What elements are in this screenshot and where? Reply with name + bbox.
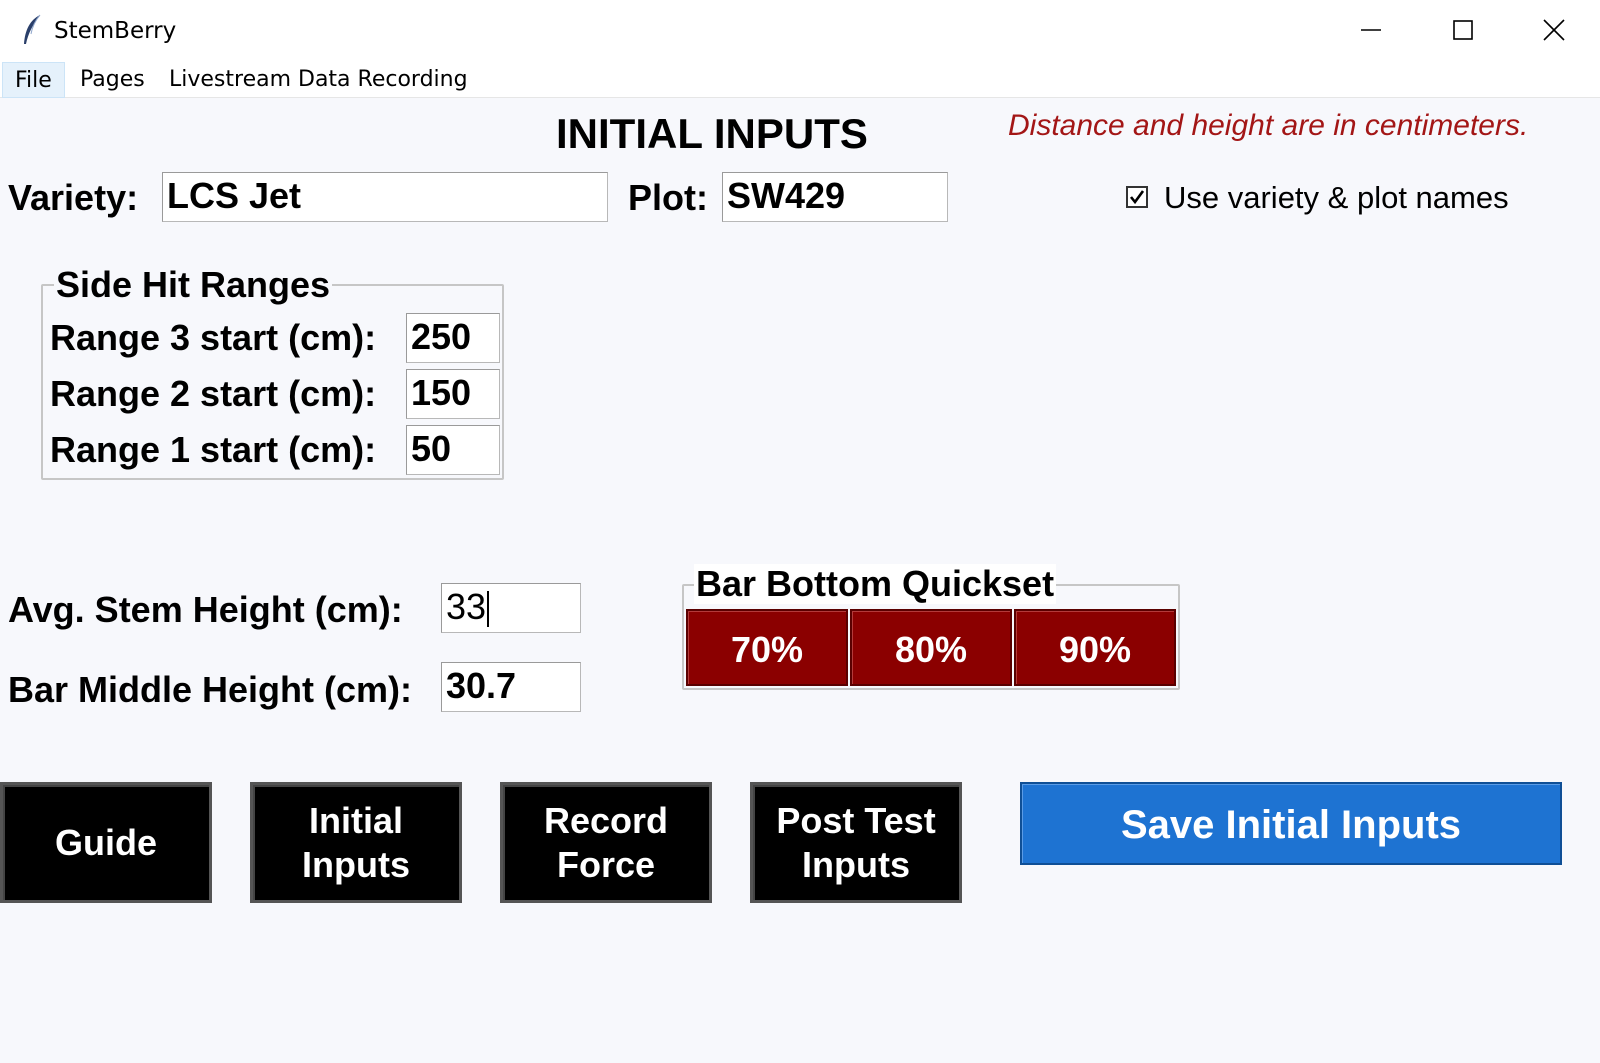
range-2-input[interactable]: 150 — [406, 369, 500, 419]
maximize-icon — [1453, 20, 1473, 40]
variety-label: Variety: — [8, 177, 139, 218]
close-icon — [1543, 19, 1565, 41]
save-initial-inputs-button[interactable]: Save Initial Inputs — [1020, 782, 1562, 865]
initial-inputs-button[interactable]: Initial Inputs — [250, 782, 462, 903]
range-3-input[interactable]: 250 — [406, 313, 500, 363]
range-3-label: Range 3 start (cm): — [50, 317, 377, 358]
record-force-button[interactable]: Record Force — [500, 782, 712, 903]
guide-button[interactable]: Guide — [0, 782, 212, 903]
stem-height-label: Avg. Stem Height (cm): — [8, 589, 403, 630]
bar-middle-input[interactable]: 30.7 — [441, 662, 581, 712]
quickset-title: Bar Bottom Quickset — [694, 563, 1057, 604]
page-title: INITIAL INPUTS — [556, 110, 868, 157]
range-2-label: Range 2 start (cm): — [50, 373, 377, 414]
maximize-button[interactable] — [1417, 0, 1509, 62]
bar-middle-label: Bar Middle Height (cm): — [8, 669, 413, 710]
window-title: StemBerry — [54, 18, 177, 44]
menu-pages[interactable]: Pages — [80, 67, 145, 92]
side-hit-ranges-title: Side Hit Ranges — [54, 264, 333, 305]
stem-height-input[interactable]: 33 — [441, 583, 581, 633]
quickset-80-button[interactable]: 80% — [850, 609, 1012, 686]
use-names-checkbox[interactable] — [1126, 186, 1148, 208]
use-names-label: Use variety & plot names — [1164, 180, 1509, 215]
range-1-input[interactable]: 50 — [406, 425, 500, 475]
title-bar: StemBerry — [0, 0, 1600, 62]
range-1-label: Range 1 start (cm): — [50, 429, 377, 470]
minimize-icon — [1361, 29, 1381, 31]
post-test-inputs-button[interactable]: Post Test Inputs — [750, 782, 962, 903]
plot-input[interactable]: SW429 — [722, 172, 948, 222]
stem-height-value: 33 — [446, 586, 487, 627]
text-cursor — [487, 591, 490, 628]
menu-file[interactable]: File — [2, 62, 65, 98]
variety-input[interactable]: LCS Jet — [162, 172, 608, 222]
close-button[interactable] — [1508, 0, 1600, 62]
minimize-button[interactable] — [1325, 0, 1417, 62]
menu-bar: File Pages Livestream Data Recording — [0, 62, 1600, 98]
plot-label: Plot: — [628, 177, 708, 218]
menu-livestream[interactable]: Livestream Data Recording — [169, 67, 468, 92]
checkmark-icon — [1129, 190, 1145, 205]
units-note: Distance and height are in centimeters. — [1008, 109, 1529, 142]
feather-icon — [24, 14, 41, 44]
quickset-90-button[interactable]: 90% — [1014, 609, 1176, 686]
quickset-70-button[interactable]: 70% — [686, 609, 848, 686]
